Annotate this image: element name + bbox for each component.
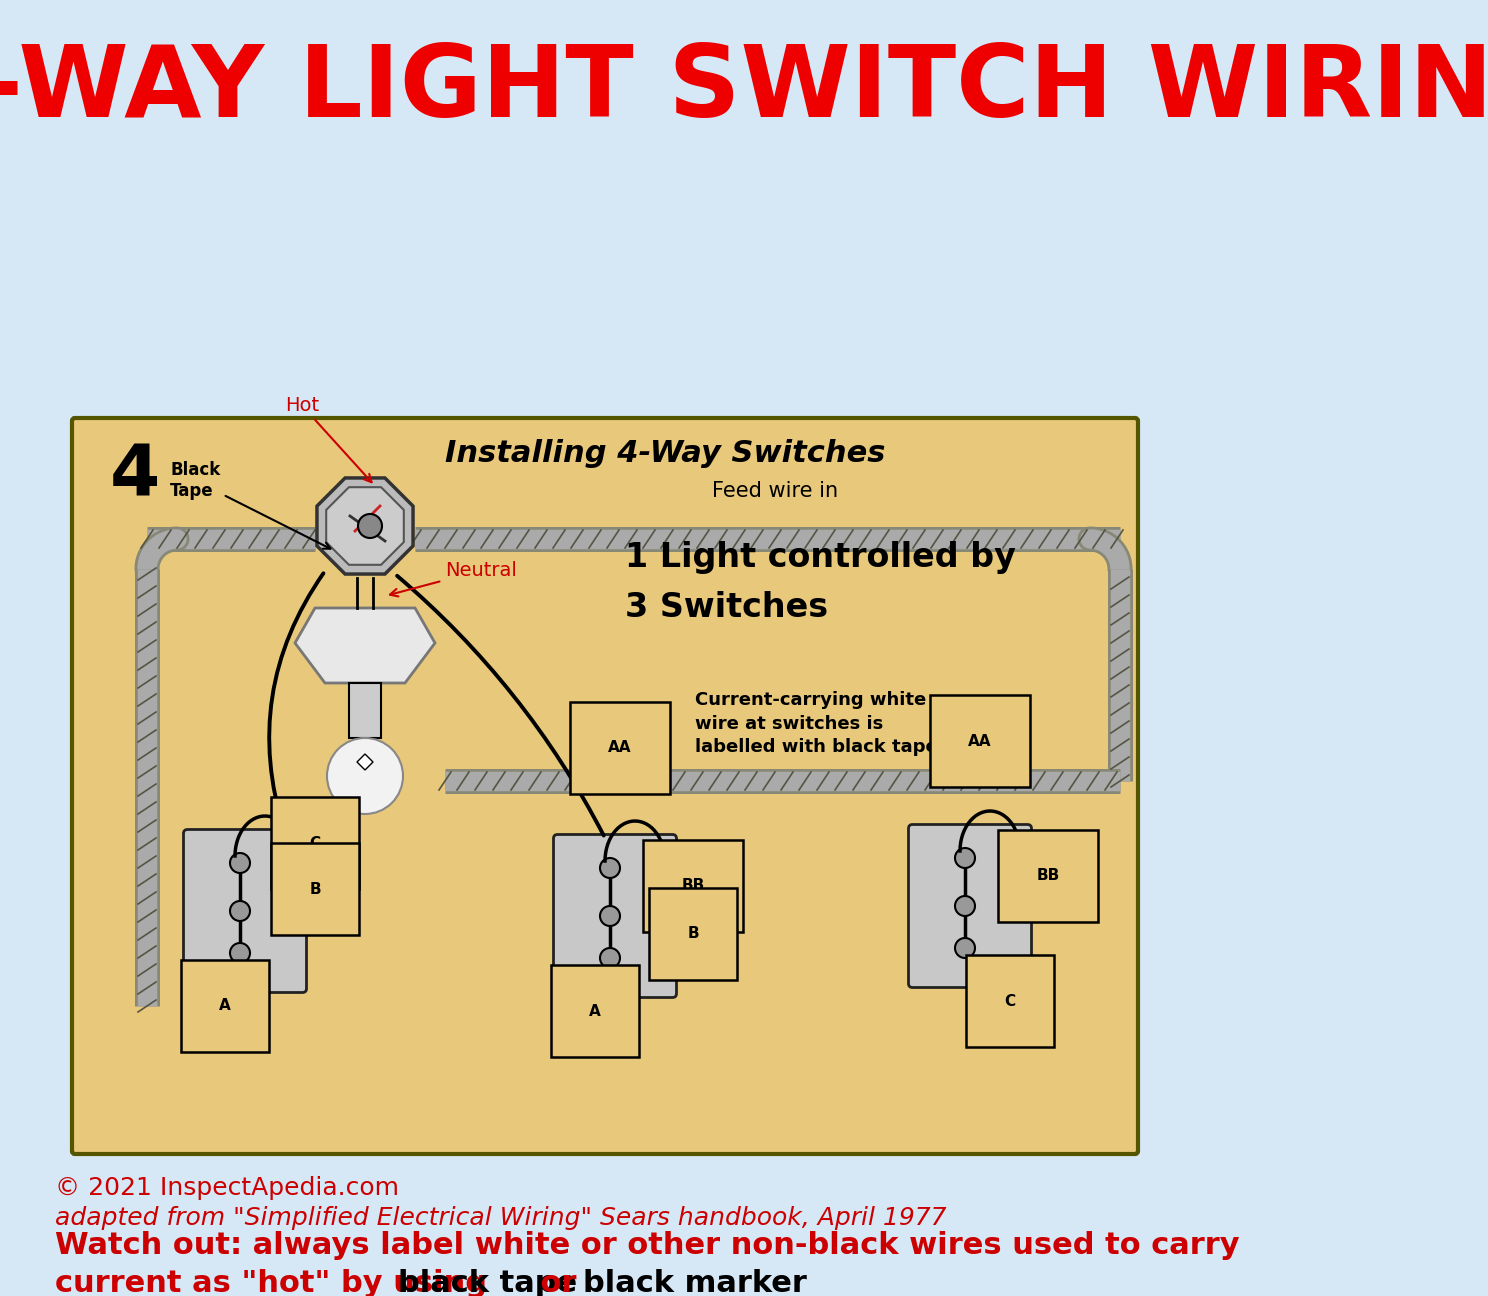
Text: AA: AA xyxy=(609,740,632,756)
Text: 1 Light controlled by: 1 Light controlled by xyxy=(625,540,1016,574)
Text: black tape: black tape xyxy=(399,1269,577,1296)
Polygon shape xyxy=(317,478,414,574)
Text: C: C xyxy=(1004,994,1016,1008)
Text: A: A xyxy=(589,1003,601,1019)
Circle shape xyxy=(231,901,250,921)
Circle shape xyxy=(359,515,382,538)
FancyBboxPatch shape xyxy=(71,419,1138,1153)
Circle shape xyxy=(600,858,620,877)
Text: 4-WAY LIGHT SWITCH WIRING: 4-WAY LIGHT SWITCH WIRING xyxy=(0,41,1488,137)
Text: or: or xyxy=(530,1269,588,1296)
Text: current as "hot" by using: current as "hot" by using xyxy=(55,1269,497,1296)
Text: C: C xyxy=(310,836,320,850)
Circle shape xyxy=(600,906,620,927)
Text: Black
Tape: Black Tape xyxy=(170,461,330,548)
Text: Watch out: always label white or other non-black wires used to carry: Watch out: always label white or other n… xyxy=(55,1231,1240,1260)
FancyBboxPatch shape xyxy=(554,835,677,998)
Text: Hot: Hot xyxy=(286,397,372,482)
FancyBboxPatch shape xyxy=(183,829,307,993)
Text: BB: BB xyxy=(1036,868,1059,884)
Text: © 2021 InspectApedia.com: © 2021 InspectApedia.com xyxy=(55,1175,399,1200)
Text: Current-carrying white
wire at switches is
labelled with black tape: Current-carrying white wire at switches … xyxy=(695,691,937,756)
Text: Feed wire in: Feed wire in xyxy=(711,481,838,502)
Bar xyxy=(350,683,381,737)
Text: 3 Switches: 3 Switches xyxy=(625,591,829,623)
Text: adapted from "Simplified Electrical Wiring" Sears handbook, April 1977: adapted from "Simplified Electrical Wiri… xyxy=(55,1207,946,1230)
Circle shape xyxy=(955,896,975,916)
Circle shape xyxy=(231,943,250,963)
Text: Neutral: Neutral xyxy=(390,561,516,596)
Polygon shape xyxy=(326,487,403,565)
Circle shape xyxy=(327,737,403,814)
Text: 4: 4 xyxy=(110,441,161,511)
Text: BB: BB xyxy=(682,879,705,893)
Text: AA: AA xyxy=(969,734,991,749)
Text: Installing 4-Way Switches: Installing 4-Way Switches xyxy=(445,439,885,468)
Polygon shape xyxy=(357,754,373,770)
Polygon shape xyxy=(295,608,434,683)
Text: B: B xyxy=(310,881,321,897)
Text: A: A xyxy=(219,998,231,1013)
Circle shape xyxy=(955,938,975,958)
Text: black marker: black marker xyxy=(583,1269,806,1296)
Circle shape xyxy=(600,947,620,968)
Circle shape xyxy=(231,853,250,874)
Text: B: B xyxy=(687,927,699,941)
Circle shape xyxy=(955,848,975,868)
FancyBboxPatch shape xyxy=(909,824,1031,988)
Bar xyxy=(347,630,382,638)
